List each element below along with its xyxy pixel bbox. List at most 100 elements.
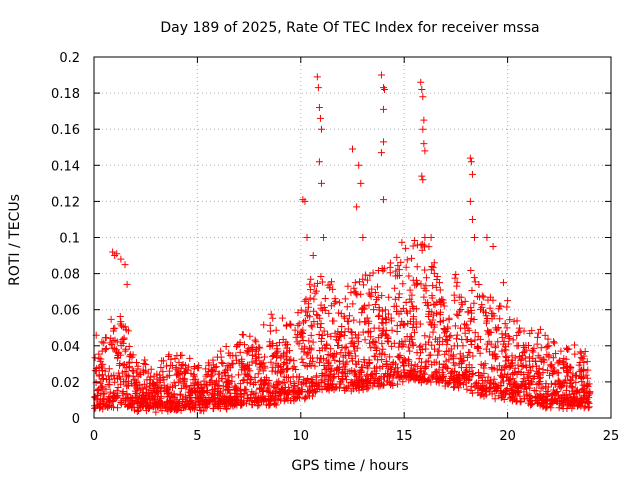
data-point: [353, 344, 361, 352]
data-point: [269, 314, 277, 322]
data-point: [265, 381, 273, 389]
data-point: [418, 240, 426, 248]
data-point: [418, 246, 426, 254]
data-point: [162, 362, 170, 370]
data-point: [376, 381, 384, 389]
data-point: [482, 309, 490, 317]
data-point: [179, 395, 187, 403]
data-point: [116, 320, 124, 328]
data-point: [282, 366, 290, 374]
data-point: [428, 292, 436, 300]
data-point: [484, 327, 492, 335]
data-point: [584, 382, 592, 390]
data-point: [215, 398, 223, 406]
data-point: [99, 390, 107, 398]
data-point: [238, 366, 246, 374]
data-point: [142, 360, 150, 368]
data-point: [165, 403, 173, 411]
data-point: [447, 332, 455, 340]
data-point: [338, 368, 346, 376]
data-point: [233, 392, 241, 400]
data-point: [359, 328, 367, 336]
data-point: [486, 379, 494, 387]
data-point: [256, 377, 264, 385]
data-point: [241, 385, 249, 393]
data-point: [374, 312, 382, 320]
data-point: [362, 376, 370, 384]
data-point: [132, 358, 140, 366]
data-point: [232, 352, 240, 360]
data-point: [405, 272, 413, 280]
data-point: [519, 382, 527, 390]
y-tick-label: 0.06: [51, 304, 80, 319]
data-point: [533, 380, 541, 388]
data-point: [413, 263, 421, 271]
data-point: [211, 380, 219, 388]
data-point: [333, 350, 341, 358]
data-point: [431, 335, 439, 343]
data-point: [370, 378, 378, 386]
data-point: [367, 344, 375, 352]
data-point: [206, 378, 214, 386]
data-point: [455, 307, 463, 315]
data-point: [436, 334, 444, 342]
data-point: [525, 357, 533, 365]
data-point: [123, 280, 131, 288]
data-point: [548, 395, 556, 403]
data-point: [444, 337, 452, 345]
data-point: [422, 378, 430, 386]
data-point: [439, 372, 447, 380]
data-point: [292, 366, 300, 374]
data-point: [422, 287, 430, 295]
data-point: [442, 357, 450, 365]
data-point: [219, 382, 227, 390]
data-point: [114, 354, 122, 362]
data-point: [417, 78, 425, 86]
data-point: [483, 234, 491, 241]
data-point: [192, 403, 200, 411]
data-point: [371, 374, 379, 382]
data-point: [236, 348, 244, 356]
data-point: [436, 318, 444, 326]
data-point: [452, 378, 460, 386]
data-point: [261, 353, 269, 361]
data-point: [344, 325, 352, 333]
data-point: [125, 359, 133, 367]
data-point: [176, 351, 184, 359]
data-point: [128, 400, 136, 408]
data-point: [370, 324, 378, 332]
data-point: [533, 367, 541, 375]
data-point: [523, 392, 531, 400]
data-point: [179, 374, 187, 382]
data-point: [567, 379, 575, 387]
data-point: [462, 336, 470, 344]
data-point: [507, 375, 515, 383]
data-point: [141, 356, 149, 364]
data-point: [156, 384, 164, 392]
data-point: [404, 320, 412, 328]
data-point: [563, 372, 571, 380]
data-point: [339, 376, 347, 384]
data-point: [328, 383, 336, 391]
data-point: [203, 370, 211, 378]
data-point: [306, 286, 314, 294]
data-point: [319, 372, 327, 380]
data-point: [119, 387, 127, 395]
data-point: [158, 400, 166, 408]
data-point: [190, 372, 198, 380]
data-point: [419, 176, 427, 184]
y-tick-label: 0.02: [51, 376, 80, 391]
data-point: [505, 376, 513, 384]
data-point: [234, 371, 242, 379]
data-point: [469, 370, 477, 378]
data-point: [306, 280, 314, 288]
data-point: [100, 339, 108, 347]
data-point: [439, 299, 447, 307]
data-point: [529, 362, 537, 370]
data-point: [499, 279, 507, 287]
data-point: [196, 400, 204, 408]
data-point: [553, 369, 561, 377]
data-point: [393, 328, 401, 336]
data-point: [257, 398, 265, 406]
data-point: [457, 379, 465, 387]
